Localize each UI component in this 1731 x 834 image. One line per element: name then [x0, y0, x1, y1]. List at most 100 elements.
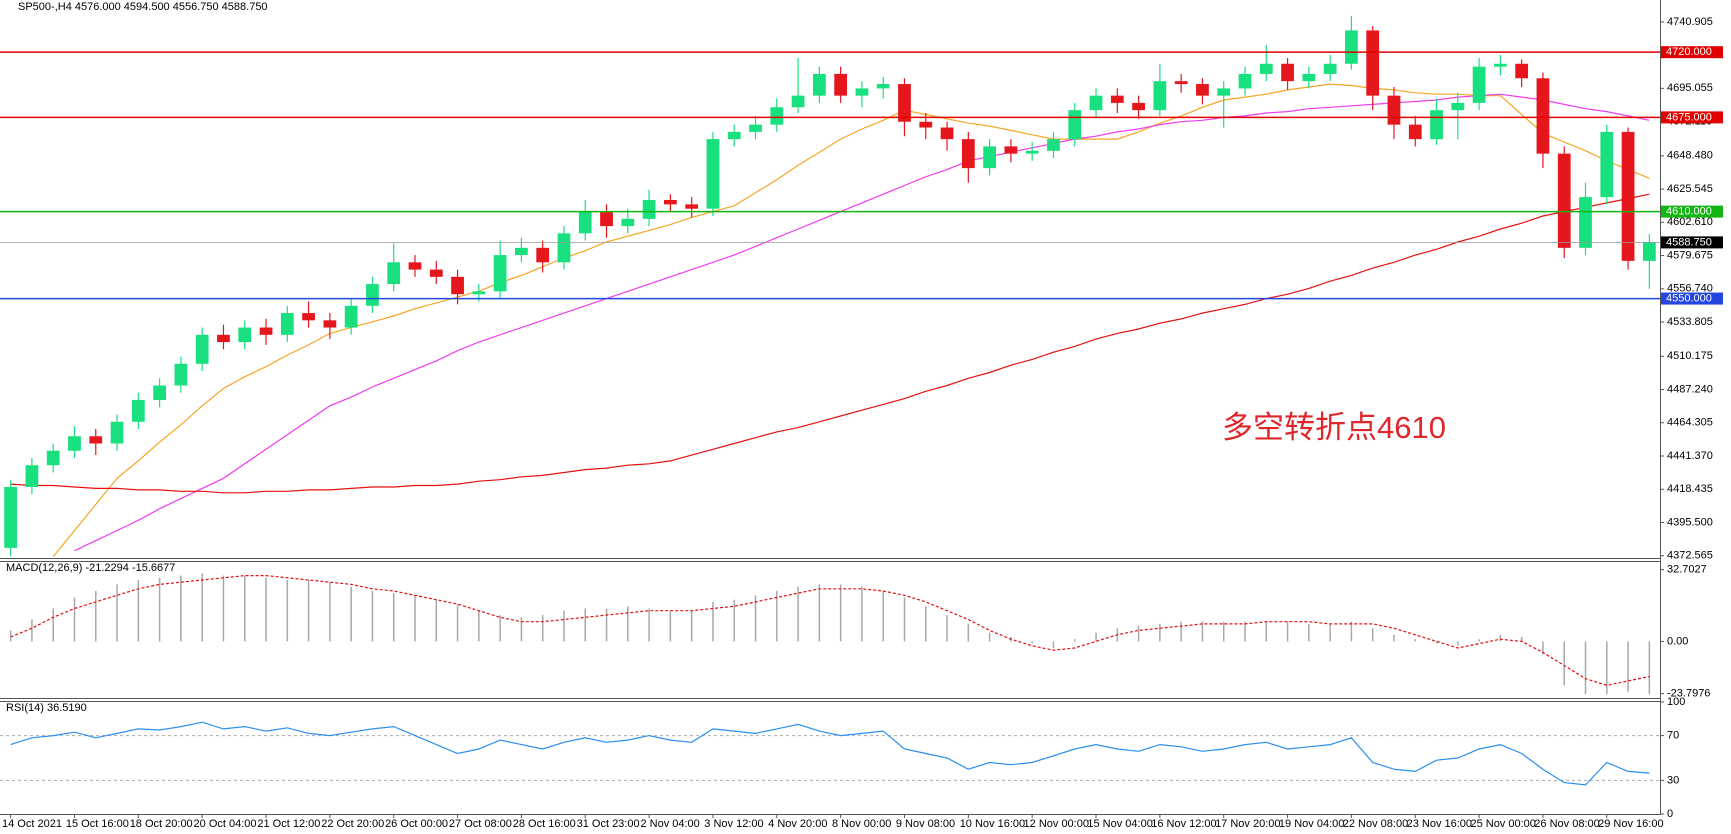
x-tick-label: 2 Nov 04:00: [640, 818, 699, 830]
x-tick-label: 17 Nov 20:00: [1215, 818, 1280, 830]
x-tick-label: 25 Nov 00:00: [1470, 818, 1535, 830]
price-label: 4588.750: [1666, 236, 1712, 248]
x-tick-label: 23 Nov 16:00: [1407, 818, 1472, 830]
candle-body: [1557, 153, 1571, 248]
candle-body: [919, 121, 933, 128]
candle-body: [983, 146, 996, 169]
candle-body: [578, 211, 592, 234]
y-tick-label: 4395.500: [1667, 516, 1713, 528]
y-tick-label: 4464.305: [1667, 417, 1713, 429]
candle-body: [1089, 95, 1103, 111]
candle-body: [46, 450, 60, 466]
x-tick-label: 14 Oct 2021: [2, 818, 62, 830]
x-tick-label: 12 Nov 00:00: [1024, 818, 1089, 830]
level-tag: [1661, 46, 1723, 59]
candle-body: [259, 327, 273, 335]
candle-body: [706, 139, 720, 209]
candle-body: [1302, 73, 1316, 82]
candle-body: [1621, 131, 1635, 261]
x-tick-label: 9 Nov 08:00: [896, 818, 955, 830]
candle-body: [153, 385, 166, 401]
candle-body: [1238, 73, 1252, 89]
candle-body: [1025, 150, 1039, 154]
candle-body: [1196, 84, 1209, 96]
y-tick-label: 32.7027: [1667, 564, 1707, 576]
y-tick-label: 4487.240: [1667, 383, 1713, 395]
candle-body: [429, 269, 443, 277]
signal-line: [10, 575, 1650, 686]
candle-body: [1536, 78, 1550, 154]
candle-body: [1366, 30, 1380, 96]
x-tick-label: 27 Oct 08:00: [449, 818, 512, 830]
candle-body: [1068, 110, 1082, 140]
candle-body: [515, 247, 528, 256]
x-tick-label: 20 Oct 04:00: [194, 818, 257, 830]
candle-body: [1408, 124, 1422, 140]
candle-body: [472, 291, 486, 295]
x-tick-label: 21 Oct 12:00: [257, 818, 320, 830]
x-tick-label: 3 Nov 12:00: [704, 818, 763, 830]
y-tick-label: 4510.175: [1667, 350, 1713, 362]
x-tick-label: 31 Oct 23:00: [577, 818, 640, 830]
y-tick-label: 4648.480: [1667, 150, 1713, 162]
y-tick-label: 4625.545: [1667, 183, 1713, 195]
macd-title: MACD(12,26,9) -21.2294 -15.6677: [6, 562, 175, 574]
y-tick-label: 4372.565: [1667, 550, 1713, 562]
candle-body: [1323, 63, 1337, 74]
x-tick-label: 29 Nov 16:00: [1598, 818, 1663, 830]
y-tick-label: 4556.740: [1667, 283, 1713, 295]
candle-body: [4, 486, 18, 548]
price-tag: [1661, 236, 1723, 249]
candle-body: [1494, 63, 1507, 67]
candle-body: [1259, 63, 1273, 74]
candle-body: [217, 334, 230, 343]
level-label: 4550.000: [1666, 292, 1712, 304]
y-tick-label: -23.7976: [1667, 688, 1710, 700]
candle-body: [68, 436, 81, 451]
candle-body: [727, 131, 741, 140]
candle-body: [238, 327, 252, 343]
candle-body: [812, 73, 826, 96]
candle-body: [1110, 95, 1124, 103]
candle-body: [770, 107, 784, 125]
level-tag: [1661, 205, 1723, 218]
y-tick-label: 4533.805: [1667, 316, 1713, 328]
x-tick-label: 15 Oct 16:00: [66, 818, 129, 830]
candle-body: [1600, 131, 1614, 198]
x-tick-label: 4 Nov 20:00: [768, 818, 827, 830]
y-tick-label: 4740.905: [1667, 16, 1713, 28]
candle-body: [280, 313, 294, 335]
candle-body: [961, 139, 975, 169]
x-tick-label: 28 Oct 16:00: [513, 818, 576, 830]
candle-body: [940, 127, 954, 140]
x-tick-label: 15 Nov 04:00: [1087, 818, 1152, 830]
candle-body: [89, 436, 103, 444]
level-tag: [1661, 111, 1723, 124]
candle-body: [1345, 30, 1358, 64]
symbol-info: SP500-,H4 4576.000 4594.500 4556.750 458…: [18, 1, 268, 13]
y-tick-label: 0.00: [1667, 635, 1688, 647]
candle-body: [621, 218, 635, 227]
candle-body: [1579, 197, 1592, 248]
candle-body: [1047, 139, 1060, 151]
candle-body: [1642, 242, 1656, 261]
level-tag: [1661, 292, 1723, 305]
candle-body: [366, 284, 379, 306]
x-tick-label: 10 Nov 16:00: [960, 818, 1025, 830]
candle-body: [898, 84, 911, 122]
candle-body: [791, 95, 805, 108]
y-tick-label: 0: [1667, 808, 1673, 820]
candle-body: [1132, 102, 1145, 111]
candle-body: [600, 211, 613, 227]
level-label: 4610.000: [1666, 206, 1712, 218]
moving-average: [74, 93, 1650, 552]
candle-body: [536, 247, 550, 263]
candle-body: [302, 313, 315, 321]
candle-body: [1217, 88, 1231, 96]
candle-body: [451, 276, 464, 295]
level-label: 4720.000: [1666, 46, 1712, 58]
candle-body: [1430, 110, 1443, 140]
